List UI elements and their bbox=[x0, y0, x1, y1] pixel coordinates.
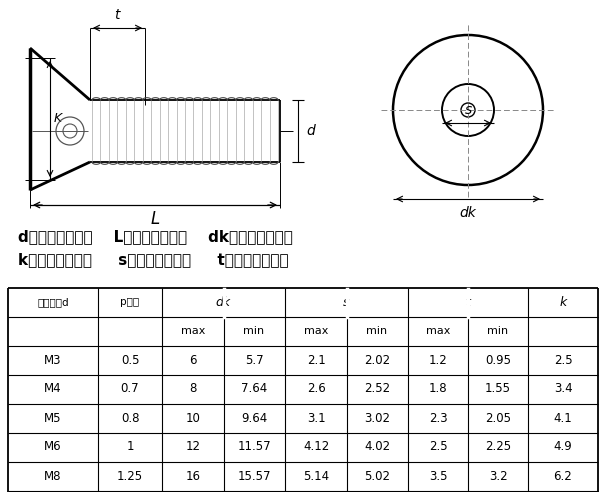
Text: k: k bbox=[559, 296, 567, 308]
Text: 公称直径d: 公称直径d bbox=[37, 297, 69, 307]
Text: 16: 16 bbox=[185, 469, 201, 483]
Text: d：代表螺纹直径    L：代表螺丝长度    dk：代表头部直径: d：代表螺纹直径 L：代表螺丝长度 dk：代表头部直径 bbox=[18, 229, 293, 245]
Text: 2.25: 2.25 bbox=[485, 440, 511, 454]
Text: K: K bbox=[54, 113, 62, 125]
Text: 15.57: 15.57 bbox=[238, 469, 271, 483]
Text: M3: M3 bbox=[44, 353, 62, 367]
Text: 1.2: 1.2 bbox=[428, 353, 447, 367]
Text: 4.02: 4.02 bbox=[364, 440, 390, 454]
Text: 3.4: 3.4 bbox=[554, 382, 572, 396]
Text: 5.7: 5.7 bbox=[245, 353, 264, 367]
Text: M6: M6 bbox=[44, 440, 62, 454]
Text: M8: M8 bbox=[44, 469, 62, 483]
Text: 1: 1 bbox=[126, 440, 134, 454]
Text: 10: 10 bbox=[185, 411, 201, 425]
Text: 5.02: 5.02 bbox=[364, 469, 390, 483]
Text: max: max bbox=[304, 326, 328, 336]
Text: 8: 8 bbox=[189, 382, 197, 396]
Text: M5: M5 bbox=[44, 411, 62, 425]
Text: 2.5: 2.5 bbox=[428, 440, 447, 454]
Text: 1.55: 1.55 bbox=[485, 382, 511, 396]
Text: 3.1: 3.1 bbox=[307, 411, 325, 425]
Text: 2.05: 2.05 bbox=[485, 411, 511, 425]
Text: 3.5: 3.5 bbox=[429, 469, 447, 483]
Text: 2.1: 2.1 bbox=[307, 353, 325, 367]
Text: 0.95: 0.95 bbox=[485, 353, 511, 367]
Text: 2.02: 2.02 bbox=[364, 353, 390, 367]
Text: dk: dk bbox=[459, 206, 476, 220]
Text: 12: 12 bbox=[185, 440, 201, 454]
Text: 11.57: 11.57 bbox=[237, 440, 271, 454]
Text: 1.8: 1.8 bbox=[428, 382, 447, 396]
Text: 6.2: 6.2 bbox=[554, 469, 573, 483]
Text: k：代表头部厚度     s：代表六角对边     t：代表六角深度: k：代表头部厚度 s：代表六角对边 t：代表六角深度 bbox=[18, 252, 288, 268]
Text: max: max bbox=[426, 326, 450, 336]
Text: 0.5: 0.5 bbox=[121, 353, 139, 367]
Text: s: s bbox=[343, 296, 349, 308]
Text: t: t bbox=[115, 8, 120, 22]
Text: 4.9: 4.9 bbox=[554, 440, 573, 454]
Text: 3.02: 3.02 bbox=[364, 411, 390, 425]
Text: 2.52: 2.52 bbox=[364, 382, 390, 396]
Text: t: t bbox=[465, 296, 470, 308]
Text: min: min bbox=[367, 326, 388, 336]
Text: s: s bbox=[464, 103, 471, 117]
Text: p螺距: p螺距 bbox=[121, 297, 139, 307]
Text: dk: dk bbox=[216, 296, 230, 308]
Text: M4: M4 bbox=[44, 382, 62, 396]
Text: 4.1: 4.1 bbox=[554, 411, 573, 425]
Text: 2.6: 2.6 bbox=[307, 382, 325, 396]
Text: max: max bbox=[181, 326, 205, 336]
Text: 2.5: 2.5 bbox=[554, 353, 572, 367]
Text: 5.14: 5.14 bbox=[303, 469, 329, 483]
Text: L: L bbox=[150, 210, 159, 228]
Text: 2.3: 2.3 bbox=[428, 411, 447, 425]
Text: d: d bbox=[306, 124, 315, 138]
Text: 0.8: 0.8 bbox=[121, 411, 139, 425]
Text: 7.64: 7.64 bbox=[241, 382, 267, 396]
Text: 3.2: 3.2 bbox=[488, 469, 507, 483]
Text: 0.7: 0.7 bbox=[121, 382, 139, 396]
Text: min: min bbox=[244, 326, 265, 336]
Text: 4.12: 4.12 bbox=[303, 440, 329, 454]
Text: 9.64: 9.64 bbox=[241, 411, 267, 425]
Text: 1.25: 1.25 bbox=[117, 469, 143, 483]
Text: 6: 6 bbox=[189, 353, 197, 367]
Text: min: min bbox=[487, 326, 508, 336]
